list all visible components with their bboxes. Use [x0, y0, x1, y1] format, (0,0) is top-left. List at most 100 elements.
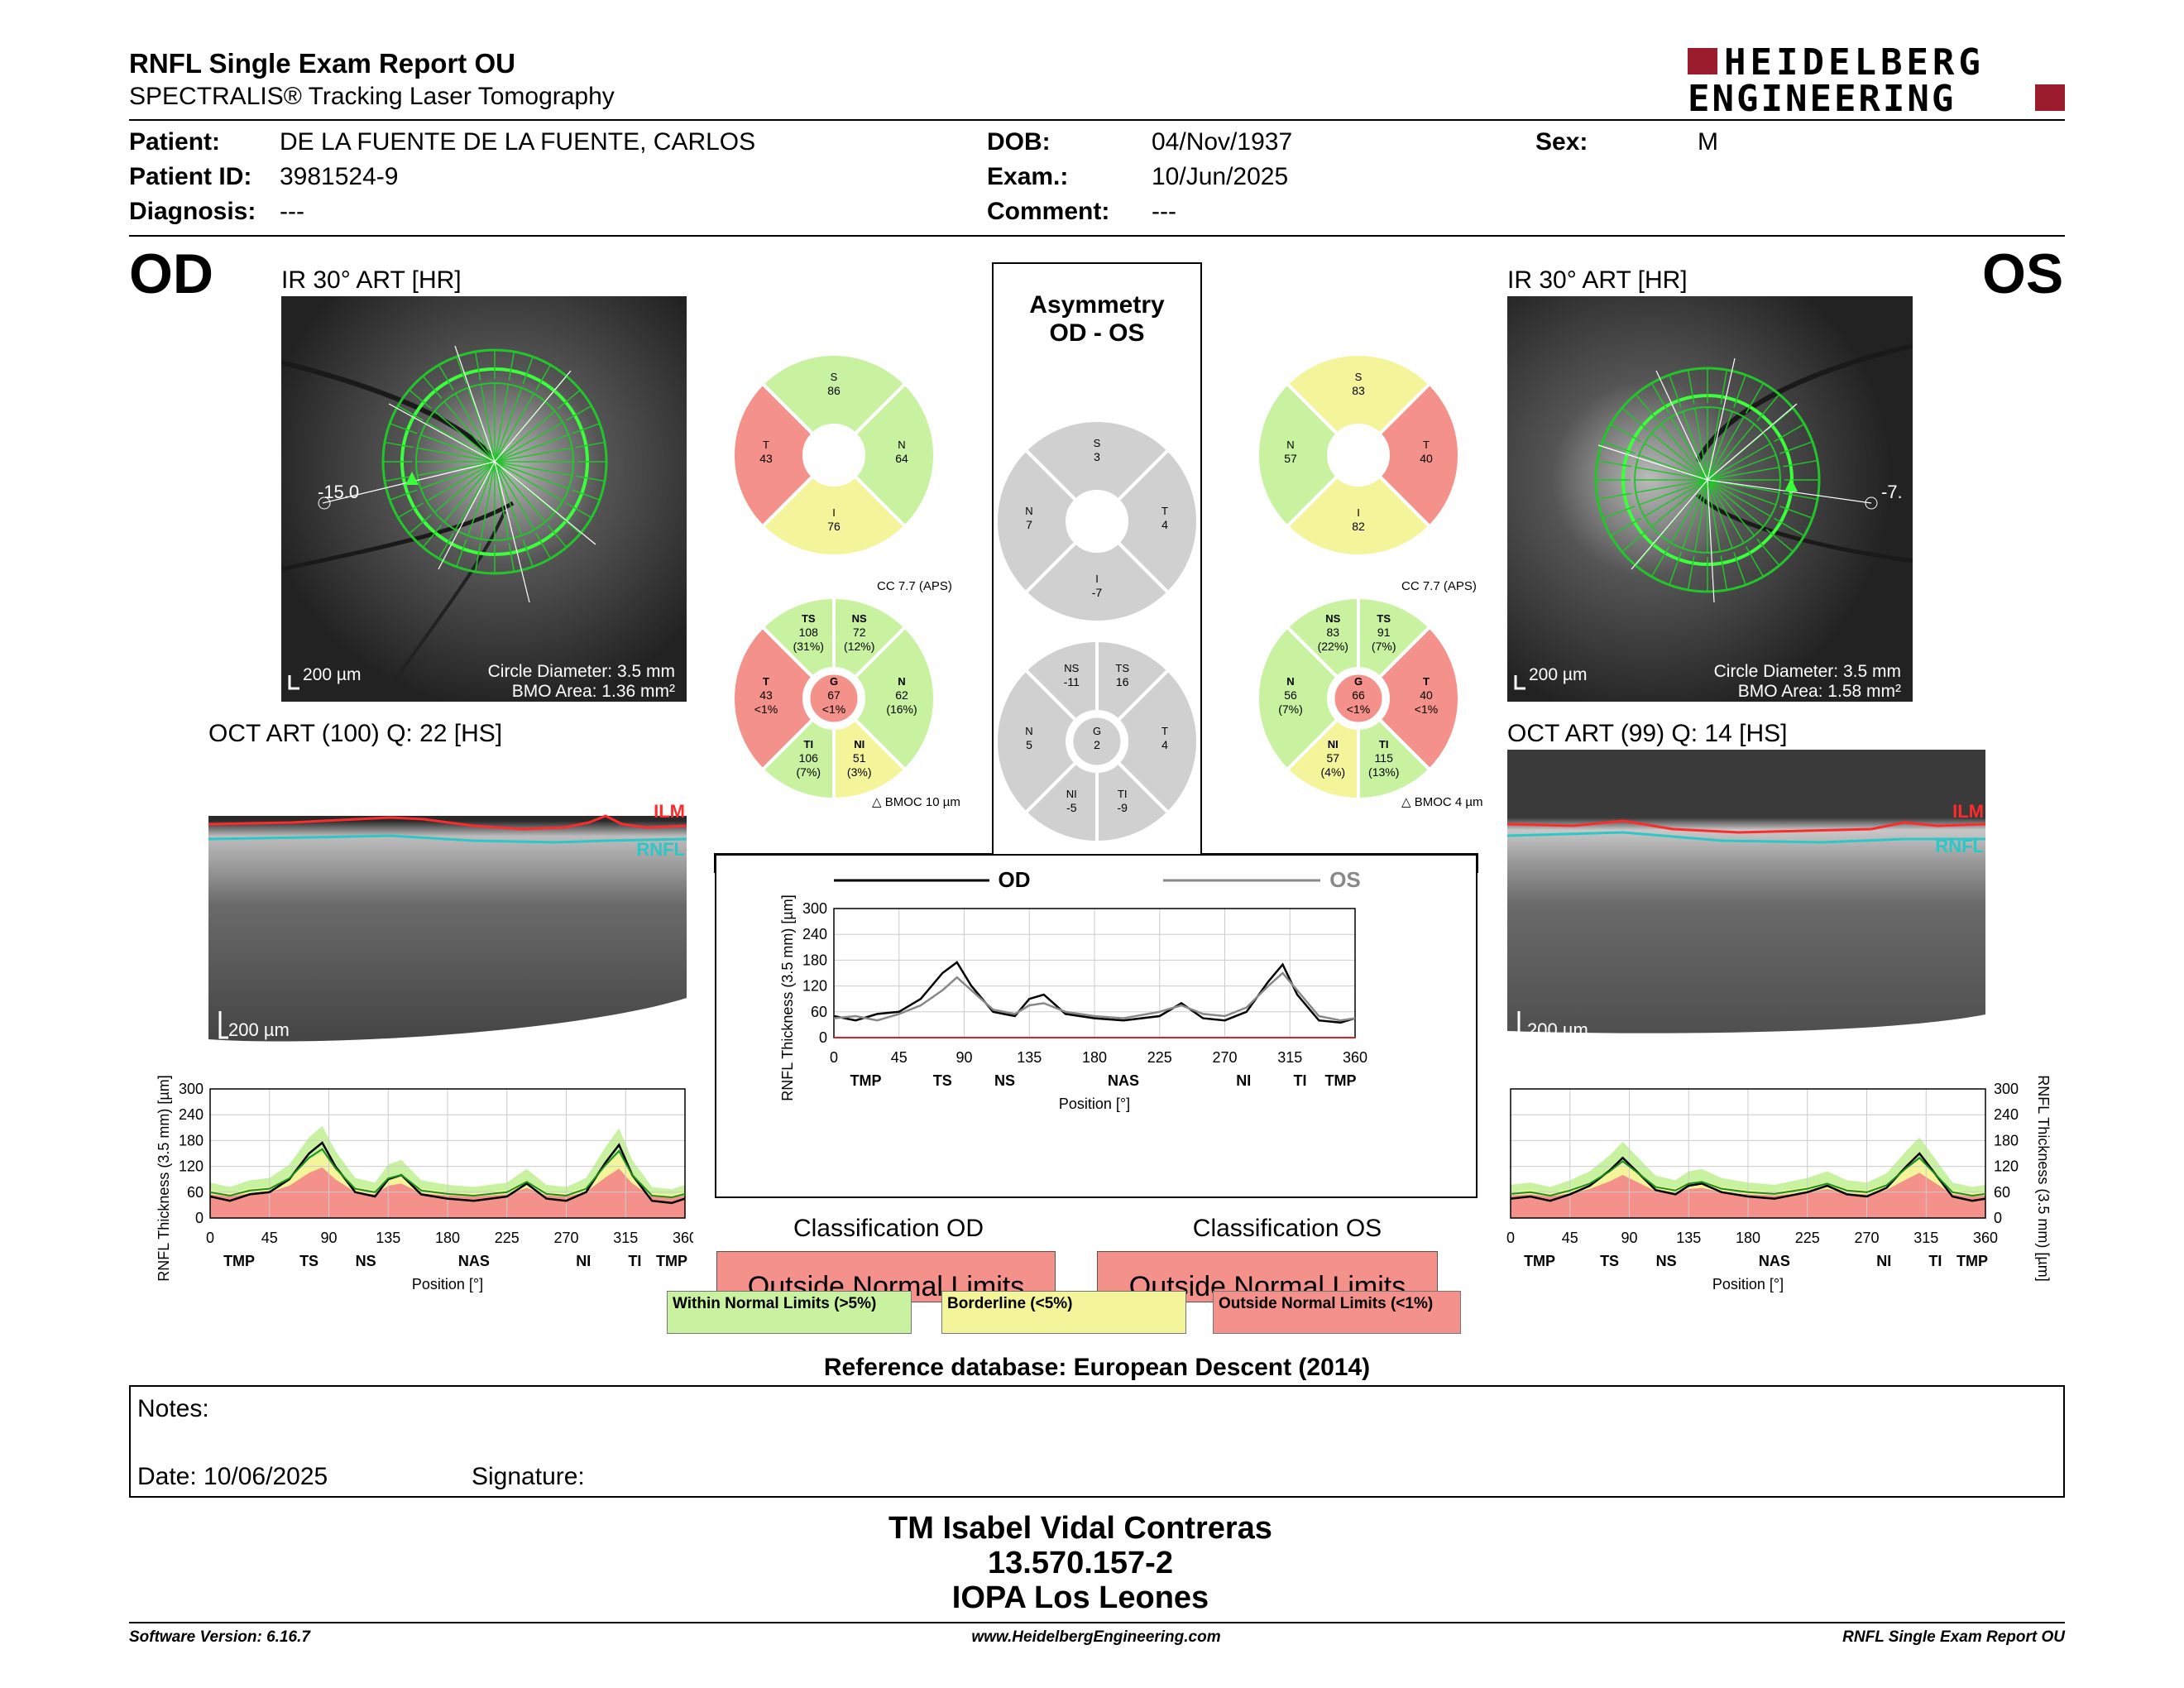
label-n: (16%): [886, 703, 917, 716]
sector-label: TI: [1294, 1072, 1307, 1089]
footer-software: Software Version: 6.16.7: [129, 1628, 310, 1646]
x-tick-label: 0: [1506, 1230, 1515, 1246]
label-t: T: [1161, 725, 1168, 737]
od-bmo-area: BMO Area: 1.36 mm²: [511, 682, 675, 701]
sector-ti: [1357, 717, 1433, 802]
y-axis-title: RNFL Thickness (3.5 mm) [µm]: [779, 894, 796, 1101]
x-tick-label: 360: [1973, 1230, 1998, 1246]
heidelberg-logo: HEIDELBERG ENGINEERING: [1688, 41, 2068, 120]
notes-box: Notes: Date: 10/06/2025 Signature:: [129, 1385, 2065, 1498]
label-ts: TS: [1115, 662, 1129, 674]
normal-mean-line: [209, 1148, 686, 1199]
y-tick-label: 0: [1994, 1210, 2002, 1226]
y-tick-label: 0: [195, 1210, 204, 1226]
label-t: T: [1161, 505, 1168, 517]
od-thickness-chart: 300 240 180 120 60 00 45 90 135 180 225 270 315 360 TM…: [131, 1075, 697, 1324]
signer-org: IOPA Los Leones: [951, 1580, 1209, 1615]
label-ts: 108: [799, 626, 819, 639]
os-oct-image: ILM RNFL 200 µm: [1507, 750, 1985, 1059]
sector-label: TS: [1600, 1253, 1619, 1269]
series-line-os: [833, 971, 1356, 1022]
footer-url[interactable]: www.HeidelbergEngineering.com: [971, 1628, 1221, 1646]
od-angle-label: -15.0: [318, 482, 359, 502]
label-s: 3: [1094, 450, 1100, 463]
sex-label: Sex:: [1535, 128, 1588, 156]
asym-quadrant-diagram: S3 I-7 T4 N7: [994, 419, 1200, 624]
exam-label: Exam.:: [987, 163, 1069, 190]
sector-ni: [832, 717, 908, 802]
label-n: 5: [1026, 738, 1032, 751]
label-n: 57: [1284, 452, 1297, 465]
comment-value: ---: [1152, 198, 1176, 225]
patient-name: DE LA FUENTE DE LA FUENTE, CARLOS: [280, 128, 756, 156]
sector-ni: [1284, 717, 1360, 802]
y-tick-label: 240: [1994, 1106, 2019, 1123]
label-ts: TS: [1377, 612, 1391, 625]
label-g: 67: [827, 688, 841, 702]
label-t: T: [763, 439, 769, 451]
sector-label: TMP: [1524, 1253, 1555, 1269]
x-tick-label: 225: [1795, 1230, 1820, 1246]
x-tick-label: 135: [1017, 1049, 1042, 1066]
x-tick-label: 45: [1562, 1230, 1578, 1246]
od-oct-caption: OCT ART (100) Q: 22 [HS]: [208, 720, 503, 747]
y-axis-title: RNFL Thickness (3.5 mm) [µm]: [2035, 1076, 2052, 1282]
sector-label: NAS: [1759, 1253, 1790, 1269]
os-ir-caption: IR 30° ART [HR]: [1507, 266, 1688, 294]
label-ni: 51: [853, 751, 866, 765]
notes-signature: Signature:: [472, 1463, 585, 1490]
legend-within: Within Normal Limits (>5%): [667, 1291, 912, 1334]
label-t: <1%: [754, 703, 778, 716]
label-n: N: [898, 439, 905, 451]
os-oct-caption: OCT ART (99) Q: 14 [HS]: [1507, 720, 1788, 747]
label-ts: (31%): [793, 640, 824, 653]
sector-label: TMP: [223, 1253, 255, 1269]
patient-id-label: Patient ID:: [129, 163, 252, 190]
label-ni: (4%): [1321, 765, 1346, 779]
sector-label: TI: [1928, 1253, 1942, 1269]
label-ns: 83: [1326, 626, 1339, 639]
sector-label: TS: [933, 1072, 952, 1089]
label-ts: 16: [1116, 675, 1129, 688]
label-i: 76: [827, 520, 841, 533]
os-ilm-label: ILM: [1952, 801, 1984, 822]
y-tick-label: 180: [179, 1132, 204, 1149]
sector-t: [1377, 624, 1461, 773]
label-ti: (7%): [797, 765, 821, 779]
dob-label: DOB:: [987, 128, 1051, 156]
sector-t: [1377, 381, 1461, 530]
label-ni: 57: [1326, 751, 1339, 765]
label-ti: 115: [1375, 751, 1394, 765]
x-tick-label: 180: [1082, 1049, 1107, 1066]
legend-borderline: Borderline (<5%): [941, 1291, 1186, 1334]
label-n: 7: [1026, 518, 1032, 531]
label-ti: TI: [804, 738, 814, 750]
sector-i: [1284, 473, 1433, 558]
label-t: <1%: [1415, 703, 1438, 716]
signer-id: 13.570.157-2: [988, 1546, 1173, 1580]
os-thickness-chart: 300 240 180 120 60 0 0 45 90 135 180 225 270 315 360 TM…: [1501, 1075, 2063, 1324]
label-ns: NS: [1064, 662, 1079, 674]
od-rnfl-label: RNFL: [636, 839, 685, 860]
sector-label: TI: [628, 1253, 641, 1269]
comparison-chart: 300 240 180 120 60 0 0 45 90 135 180 225 270 315 360 TM…: [715, 854, 1478, 1198]
x-tick-label: 0: [830, 1049, 838, 1066]
y-tick-label: 120: [1994, 1158, 2019, 1175]
sector-n: [852, 624, 936, 773]
od-circle-diameter: Circle Diameter: 3.5 mm: [487, 662, 675, 681]
label-n: N: [1025, 725, 1032, 737]
os-fundus-image: -7. 200 µm Circle Diameter: 3.5 mm BMO A…: [1507, 296, 1913, 702]
series-line-os: [1510, 1152, 1986, 1202]
sector-label: TMP: [1956, 1253, 1988, 1269]
label-ns: NS: [1325, 612, 1340, 625]
sector-label: NAS: [1108, 1072, 1139, 1089]
x-tick-label: 45: [891, 1049, 908, 1066]
classification-od-title: Classification OD: [793, 1215, 984, 1242]
sector-ns: [1284, 595, 1360, 680]
sector-label: NI: [1236, 1072, 1251, 1089]
y-axis-title: RNFL Thickness (3.5 mm) [µm]: [156, 1076, 172, 1282]
sector-label: TMP: [850, 1072, 882, 1089]
label-t: 43: [759, 452, 773, 465]
y-tick-label: 300: [1994, 1081, 2019, 1097]
